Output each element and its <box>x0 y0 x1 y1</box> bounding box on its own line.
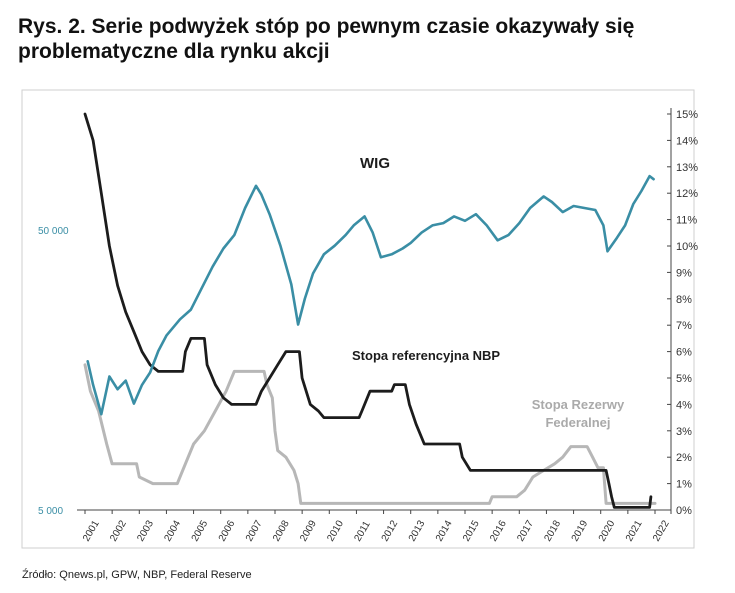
x-axis-tick-label: 2002 <box>108 518 129 543</box>
right-axis-tick-label: 14% <box>676 135 698 147</box>
right-axis-tick-label: 6% <box>676 347 692 359</box>
x-axis-tick-label: 2020 <box>597 518 618 543</box>
x-axis-tick-label: 2009 <box>298 518 319 543</box>
right-axis-tick-label: 4% <box>676 399 692 411</box>
x-axis-tick-label: 2022 <box>651 518 672 543</box>
nbp-rate-line <box>83 112 653 509</box>
x-axis-tick-label: 2006 <box>217 518 238 543</box>
x-axis-tick-label: 2018 <box>543 518 564 543</box>
right-axis-tick-label: 1% <box>676 479 692 491</box>
right-axis-tick-label: 7% <box>676 320 692 332</box>
x-axis-tick-label: 2004 <box>163 518 184 543</box>
nbp-rate-label: Stopa referencyjna NBP <box>352 348 500 363</box>
right-axis-tick-label: 3% <box>676 426 692 438</box>
wig-label: WIG <box>360 155 390 172</box>
x-axis-tick-label: 2019 <box>570 518 591 543</box>
right-axis-tick-label: 13% <box>676 162 698 174</box>
right-axis-tick-label: 5% <box>676 373 692 385</box>
chart-frame <box>21 89 695 549</box>
fed-rate-line <box>83 363 657 505</box>
chart-title: Rys. 2. Serie podwyżek stóp po pewnym cz… <box>18 15 635 63</box>
right-axis-tick-label: 10% <box>676 241 698 253</box>
x-axis-tick-label: 2003 <box>135 518 156 543</box>
x-axis-tick-label: 2016 <box>488 518 509 543</box>
right-axis-tick-label: 15% <box>676 109 698 121</box>
right-axis-tick-label: 9% <box>676 267 692 279</box>
series-annotations: WIG Stopa referencyjna NBP Stopa Rezerwy Fe… <box>352 155 625 430</box>
x-axis-tick-label: 2021 <box>624 518 645 543</box>
x-axis-tick-label: 2005 <box>190 518 211 543</box>
right-axis-tick-label: 8% <box>676 294 692 306</box>
wig-line <box>86 174 655 416</box>
x-axis-tick-label: 2008 <box>271 518 292 543</box>
right-axis-tick-label: 11% <box>676 215 697 227</box>
series-lines <box>83 112 657 509</box>
x-axis-tick-label: 2013 <box>407 518 428 543</box>
right-axis: 0% 1% 2% 3% 4% 5% 6% 7% 8% 9% 10% 11% 12% 13% 14% 15% <box>667 108 698 517</box>
right-axis-tick-label: 0% <box>676 505 692 517</box>
x-axis: 2001 2002 2003 2004 2005 2006 2007 2008 2009 2010… <box>77 509 672 544</box>
fed-rate-label: Stopa Rezerwy Federalnej <box>532 397 625 430</box>
x-axis-tick-label: 2011 <box>353 519 373 544</box>
chart-area: 50 000 5 000 0% 1% 2% 3% 4% 5% 6% 7% 8% 9% 10% 11% 12… <box>0 84 735 554</box>
source-note: Źródło: Qnews.pl, GPW, NBP, Federal Rese… <box>22 569 252 581</box>
chart-svg: 50 000 5 000 0% 1% 2% 3% 4% 5% 6% 7% 8% 9% 10% 11% 12… <box>21 89 698 549</box>
x-axis-tick-label: 2001 <box>81 518 102 543</box>
right-axis-tick-label: 2% <box>676 452 692 464</box>
left-axis-tick-label: 50 000 <box>38 226 69 237</box>
x-axis-tick-label: 2010 <box>325 518 346 543</box>
x-axis-tick-label: 2014 <box>434 518 455 543</box>
right-axis-tick-label: 12% <box>676 188 698 200</box>
x-axis-tick-label: 2017 <box>515 518 536 543</box>
x-axis-tick-label: 2007 <box>244 518 265 543</box>
x-axis-tick-label: 2015 <box>461 518 482 543</box>
left-axis: 50 000 5 000 <box>38 226 69 517</box>
x-axis-tick-label: 2012 <box>380 518 401 543</box>
left-axis-tick-label: 5 000 <box>38 506 63 517</box>
